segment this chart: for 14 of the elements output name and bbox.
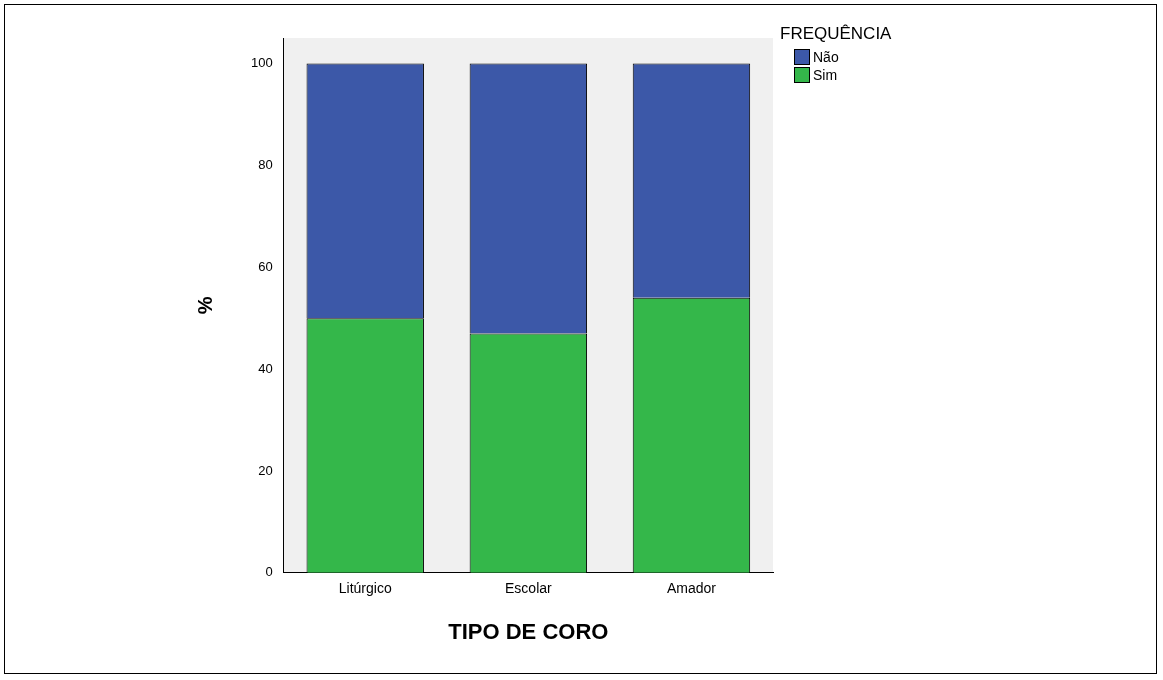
x-tick-label: Litúrgico bbox=[338, 580, 392, 597]
y-tick-label: 0 bbox=[265, 564, 273, 580]
y-axis-title: % bbox=[193, 296, 216, 315]
x-axis-title: TIPO DE CORO bbox=[448, 618, 609, 644]
x-tick-label: Amador bbox=[666, 580, 717, 597]
x-tick-label: Escolar bbox=[505, 580, 553, 597]
legend-title: FREQUÊNCIA bbox=[780, 24, 892, 44]
y-tick-label: 40 bbox=[258, 360, 273, 376]
y-tick-label: 20 bbox=[258, 462, 273, 478]
y-tick-label: 60 bbox=[258, 258, 273, 274]
legend-label: Não bbox=[813, 48, 839, 66]
text: Sim bbox=[813, 66, 838, 84]
y-tick-label: 100 bbox=[250, 55, 273, 71]
y-tick-label: 80 bbox=[258, 156, 273, 172]
